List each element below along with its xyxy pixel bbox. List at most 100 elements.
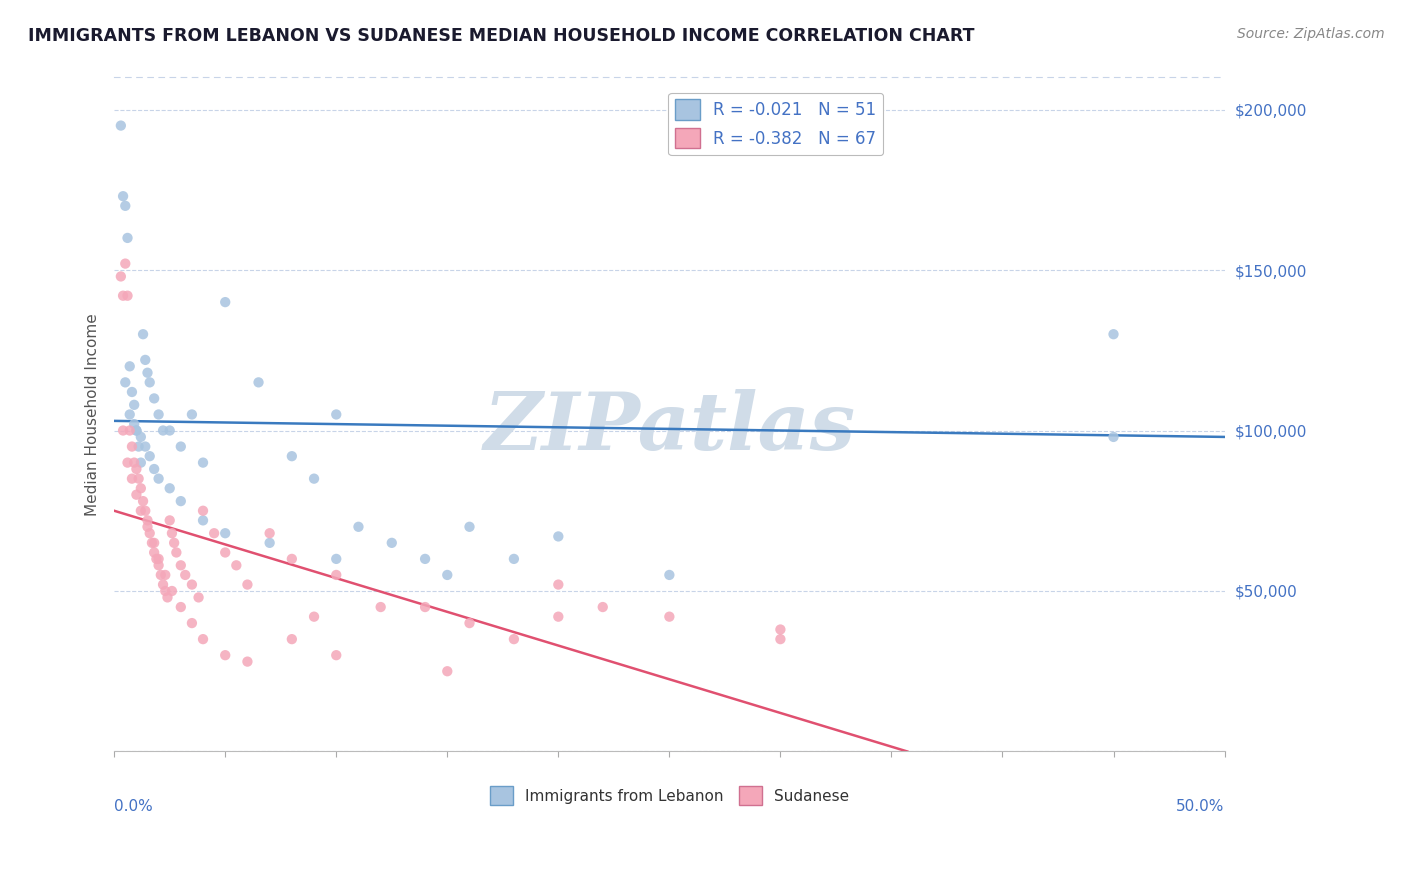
Point [174, 568, 197, 582]
Point [152, 424, 174, 438]
Point [134, 440, 156, 454]
Point [769, 623, 792, 637]
Point [159, 481, 181, 495]
Point [191, 513, 214, 527]
Point [112, 189, 135, 203]
Point [214, 526, 236, 541]
Point [125, 488, 148, 502]
Point [134, 504, 156, 518]
Point [148, 472, 170, 486]
Point [129, 430, 152, 444]
Point [118, 424, 141, 438]
Point [247, 376, 270, 390]
Point [152, 577, 174, 591]
Point [592, 600, 614, 615]
Point [160, 526, 183, 541]
Point [225, 558, 247, 573]
Point [191, 632, 214, 647]
Point [110, 119, 132, 133]
Point [128, 472, 150, 486]
Point [769, 632, 792, 647]
Point [129, 481, 152, 495]
Point [143, 536, 166, 550]
Point [503, 632, 526, 647]
Point [325, 408, 347, 422]
Point [259, 536, 281, 550]
Point [302, 609, 325, 624]
Point [118, 359, 141, 374]
Point [148, 408, 170, 422]
Point [413, 552, 436, 566]
Point [281, 632, 304, 647]
Point [134, 352, 156, 367]
Text: ZIPatlas: ZIPatlas [484, 389, 855, 467]
Y-axis label: Median Household Income: Median Household Income [86, 313, 100, 516]
Point [436, 568, 458, 582]
Point [143, 545, 166, 559]
Text: 50.0%: 50.0% [1177, 798, 1225, 814]
Point [381, 536, 404, 550]
Point [202, 526, 225, 541]
Point [214, 648, 236, 663]
Point [149, 568, 172, 582]
Point [156, 591, 179, 605]
Point [214, 295, 236, 310]
Point [347, 520, 370, 534]
Point [122, 456, 145, 470]
Text: 0.0%: 0.0% [114, 798, 153, 814]
Point [138, 449, 160, 463]
Point [281, 552, 304, 566]
Point [170, 494, 193, 508]
Point [191, 456, 214, 470]
Point [114, 376, 136, 390]
Point [121, 440, 143, 454]
Point [155, 584, 177, 599]
Point [121, 384, 143, 399]
Text: Source: ZipAtlas.com: Source: ZipAtlas.com [1237, 27, 1385, 41]
Point [112, 289, 135, 303]
Point [138, 376, 160, 390]
Point [180, 408, 202, 422]
Point [325, 552, 347, 566]
Point [458, 616, 481, 631]
Point [155, 568, 177, 582]
Point [145, 552, 167, 566]
Point [117, 231, 139, 245]
Point [436, 665, 458, 679]
Point [302, 472, 325, 486]
Point [458, 520, 481, 534]
Point [117, 289, 139, 303]
Point [165, 545, 187, 559]
Point [125, 424, 148, 438]
Point [141, 536, 163, 550]
Point [128, 440, 150, 454]
Point [125, 462, 148, 476]
Point [143, 392, 166, 406]
Point [122, 398, 145, 412]
Point [259, 526, 281, 541]
Point [325, 568, 347, 582]
Point [121, 472, 143, 486]
Point [180, 616, 202, 631]
Point [547, 609, 569, 624]
Point [148, 552, 170, 566]
Point [180, 577, 202, 591]
Point [118, 408, 141, 422]
Point [114, 199, 136, 213]
Point [148, 558, 170, 573]
Point [170, 600, 193, 615]
Point [122, 417, 145, 431]
Point [325, 648, 347, 663]
Point [547, 529, 569, 543]
Point [136, 513, 159, 527]
Point [281, 449, 304, 463]
Point [136, 520, 159, 534]
Point [170, 440, 193, 454]
Point [170, 558, 193, 573]
Point [125, 424, 148, 438]
Point [503, 552, 526, 566]
Point [117, 456, 139, 470]
Point [191, 504, 214, 518]
Point [214, 545, 236, 559]
Point [132, 327, 155, 342]
